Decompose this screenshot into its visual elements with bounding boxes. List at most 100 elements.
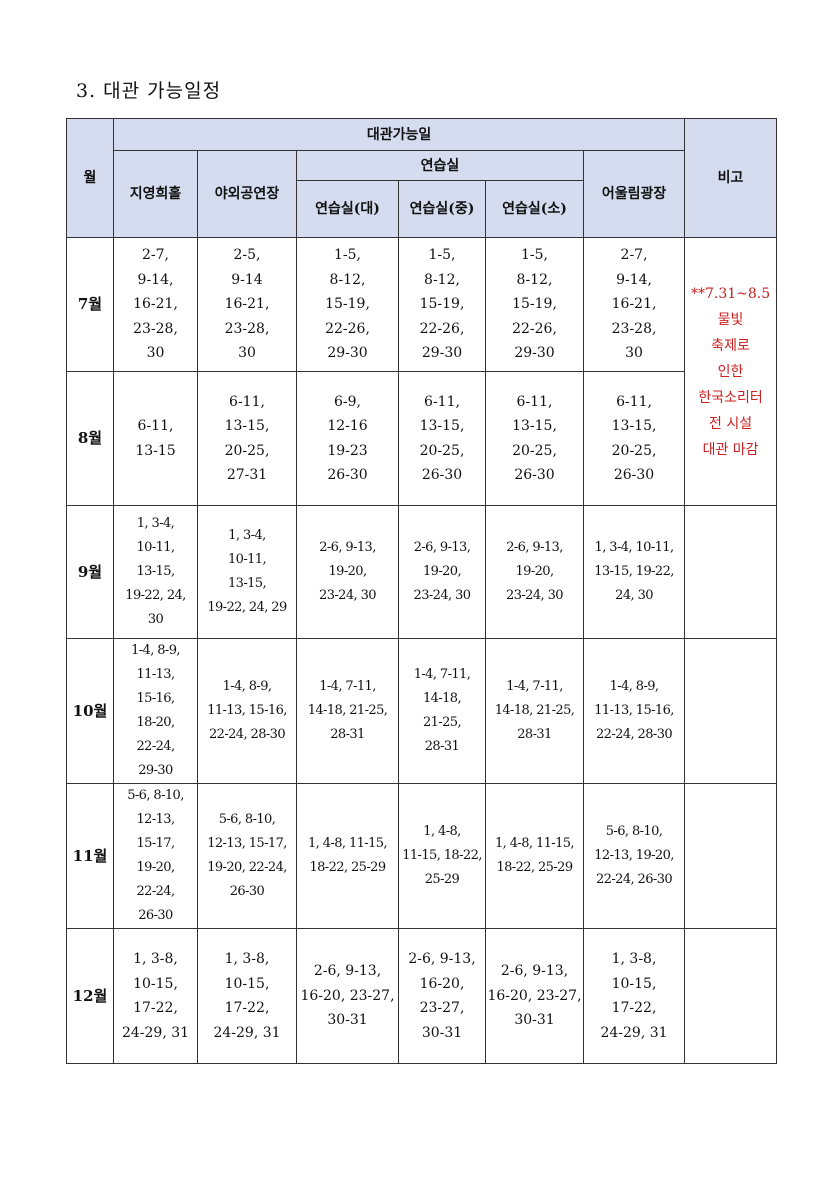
date-text: 5-6, 8-10, 12-13, 19-20, 22-24, 26-30 bbox=[594, 824, 674, 887]
header-practice-medium: 연습실(중) bbox=[398, 180, 486, 238]
section-title: 3. 대관 가능일정 bbox=[76, 80, 222, 102]
date-cell: 1, 3-8, 10-15, 17-22, 24-29, 31 bbox=[197, 928, 297, 1064]
date-text: 6-11, 13-15, 20-25, 26-30 bbox=[419, 393, 465, 484]
date-text: 1, 3-8, 10-15, 17-22, 24-29, 31 bbox=[213, 951, 281, 1041]
table-row: 10월 1-4, 8-9, 11-13, 15-16, 18-20, 22-24… bbox=[66, 638, 778, 784]
month-cell: 7월 bbox=[66, 237, 114, 372]
date-cell: 1, 4-8, 11-15, 18-22, 25-29 bbox=[296, 783, 399, 929]
date-cell: 2-6, 9-13, 16-20, 23-27, 30-31 bbox=[398, 928, 486, 1064]
date-cell: 1, 3-4, 10-11, 13-15, 19-22, 24, 30 bbox=[582, 505, 686, 639]
date-text: 2-5, 9-14 16-21, 23-28, 30 bbox=[224, 247, 270, 362]
date-cell: 6-9, 12-16 19-23 26-30 bbox=[296, 371, 399, 506]
date-cell: 5-6, 8-10, 12-13, 15-17, 19-20, 22-24, 2… bbox=[197, 783, 297, 929]
date-text: 1-5, 8-12, 15-19, 22-26, 29-30 bbox=[512, 247, 557, 362]
date-text: 1, 4-8, 11-15, 18-22, 25-29 bbox=[495, 836, 575, 875]
date-cell: 1-5, 8-12, 15-19, 22-26, 29-30 bbox=[296, 237, 399, 372]
table-row: 7월 2-7, 9-14, 16-21, 23-28, 30 2-5, 9-14… bbox=[66, 237, 778, 506]
date-text: 1, 3-4, 10-11, 13-15, 19-22, 24, 29 bbox=[207, 528, 287, 615]
date-cell: 1, 4-8, 11-15, 18-22, 25-29 bbox=[485, 783, 584, 929]
date-cell: 1-4, 7-11, 14-18, 21-25, 28-31 bbox=[398, 638, 486, 784]
date-text: 2-6, 9-13, 16-20, 23-27, 30-31 bbox=[487, 963, 582, 1029]
date-text: 2-7, 9-14, 16-21, 23-28, 30 bbox=[611, 247, 657, 362]
date-cell: 5-6, 8-10, 12-13, 15-17, 19-20, 22-24, 2… bbox=[113, 783, 198, 929]
month-cell: 8월 bbox=[66, 371, 114, 506]
date-cell: 1-5, 8-12, 15-19, 22-26, 29-30 bbox=[485, 237, 584, 372]
remarks-cell-empty bbox=[684, 505, 778, 639]
date-cell: 1-4, 8-9, 11-13, 15-16, 18-20, 22-24, 29… bbox=[113, 638, 198, 784]
rental-schedule-table: 월 대관가능일 비고 지영희홀 야외공연장 연습실 어울림광장 연습실(대) 연… bbox=[66, 118, 778, 1064]
date-text: 2-6, 9-13, 16-20, 23-27, 30-31 bbox=[300, 963, 395, 1029]
date-text: 5-6, 8-10, 12-13, 15-17, 19-20, 22-24, 2… bbox=[207, 812, 287, 899]
date-text: 6-11, 13-15, 20-25, 27-31 bbox=[224, 393, 270, 484]
date-text: 6-9, 12-16 19-23 26-30 bbox=[327, 393, 368, 484]
date-cell: 6-11, 13-15, 20-25, 27-31 bbox=[197, 371, 297, 506]
date-text: 1-4, 8-9, 11-13, 15-16, 22-24, 28-30 bbox=[207, 679, 287, 742]
header-row-2: 지영희홀 야외공연장 연습실 어울림광장 bbox=[67, 150, 777, 238]
header-practice-rooms: 연습실 bbox=[296, 150, 584, 181]
month-cell: 11월 bbox=[66, 783, 114, 929]
date-cell: 2-6, 9-13, 19-20, 23-24, 30 bbox=[296, 505, 399, 639]
date-text: 1-4, 7-11, 14-18, 21-25, 28-31 bbox=[413, 667, 471, 754]
date-cell: 1-5, 8-12, 15-19, 22-26, 29-30 bbox=[398, 237, 486, 372]
date-cell: 6-11, 13-15, 20-25, 26-30 bbox=[398, 371, 486, 506]
remarks-cell: **7.31~8.5 물빛 축제로 인한 한국소리터 전 시설 대관 마감 bbox=[684, 237, 778, 506]
table-row: 12월 1, 3-8, 10-15, 17-22, 24-29, 31 1, 3… bbox=[66, 928, 778, 1064]
header-venue-plaza: 어울림광장 bbox=[582, 150, 686, 238]
table-row: 11월 5-6, 8-10, 12-13, 15-17, 19-20, 22-2… bbox=[66, 783, 778, 929]
date-text: 1, 4-8, 11-15, 18-22, 25-29 bbox=[402, 824, 482, 887]
date-cell: 1-4, 8-9, 11-13, 15-16, 22-24, 28-30 bbox=[197, 638, 297, 784]
date-cell: 1, 4-8, 11-15, 18-22, 25-29 bbox=[398, 783, 486, 929]
date-text: 6-11, 13-15, 20-25, 26-30 bbox=[611, 393, 657, 484]
remarks-cell-empty bbox=[684, 638, 778, 784]
date-text: 2-6, 9-13, 19-20, 23-24, 30 bbox=[319, 540, 376, 603]
remarks-cell-empty bbox=[684, 783, 778, 929]
date-text: 6-11, 13-15 bbox=[135, 418, 176, 459]
date-cell: 6-11, 13-15, 20-25, 26-30 bbox=[485, 371, 584, 506]
date-cell: 6-11, 13-15 bbox=[113, 371, 198, 506]
header-row-1: 월 대관가능일 비고 bbox=[66, 118, 778, 238]
table-row: 9월 1, 3-4, 10-11, 13-15, 19-22, 24, 30 1… bbox=[66, 505, 778, 639]
date-text: 1-5, 8-12, 15-19, 22-26, 29-30 bbox=[419, 247, 465, 362]
header-venue-outdoor-stage: 야외공연장 bbox=[197, 150, 297, 238]
date-text: 1, 3-8, 10-15, 17-22, 24-29, 31 bbox=[600, 951, 668, 1041]
date-cell: 2-6, 9-13, 19-20, 23-24, 30 bbox=[398, 505, 486, 639]
date-cell: 1-4, 8-9, 11-13, 15-16, 22-24, 28-30 bbox=[582, 638, 686, 784]
month-cell: 9월 bbox=[66, 505, 114, 639]
date-cell: 2-7, 9-14, 16-21, 23-28, 30 bbox=[582, 237, 686, 372]
date-cell: 1-4, 7-11, 14-18, 21-25, 28-31 bbox=[485, 638, 584, 784]
date-cell: 2-7, 9-14, 16-21, 23-28, 30 bbox=[113, 237, 198, 372]
header-venue-jiyounghee-hall: 지영희홀 bbox=[113, 150, 198, 238]
date-cell: 1, 3-4, 10-11, 13-15, 19-22, 24, 29 bbox=[197, 505, 297, 639]
date-cell: 2-6, 9-13, 16-20, 23-27, 30-31 bbox=[485, 928, 584, 1064]
header-row-3: 연습실(대) 연습실(중) 연습실(소) bbox=[67, 180, 777, 238]
date-text: 1-4, 8-9, 11-13, 15-16, 18-20, 22-24, 29… bbox=[131, 643, 180, 778]
date-cell: 2-6, 9-13, 16-20, 23-27, 30-31 bbox=[296, 928, 399, 1064]
header-practice-large: 연습실(대) bbox=[296, 180, 399, 238]
date-text: 1, 4-8, 11-15, 18-22, 25-29 bbox=[308, 836, 388, 875]
header-practice-small: 연습실(소) bbox=[485, 180, 584, 238]
header-available-days: 대관가능일 bbox=[112, 118, 686, 151]
month-cell: 10월 bbox=[66, 638, 114, 784]
month-cell: 12월 bbox=[66, 928, 114, 1064]
date-cell: 2-6, 9-13, 19-20, 23-24, 30 bbox=[485, 505, 584, 639]
header-month: 월 bbox=[66, 118, 114, 238]
date-text: 2-6, 9-13, 19-20, 23-24, 30 bbox=[413, 540, 471, 603]
remark-note: **7.31~8.5 물빛 축제로 인한 한국소리터 전 시설 대관 마감 bbox=[690, 285, 771, 458]
date-text: 2-6, 9-13, 16-20, 23-27, 30-31 bbox=[408, 951, 476, 1041]
header-remarks: 비고 bbox=[684, 118, 778, 238]
date-text: 5-6, 8-10, 12-13, 15-17, 19-20, 22-24, 2… bbox=[127, 788, 184, 923]
date-cell: 1-4, 7-11, 14-18, 21-25, 28-31 bbox=[296, 638, 399, 784]
date-text: 2-7, 9-14, 16-21, 23-28, 30 bbox=[133, 247, 178, 362]
date-text: 6-11, 13-15, 20-25, 26-30 bbox=[512, 393, 557, 484]
date-text: 1-4, 7-11, 14-18, 21-25, 28-31 bbox=[307, 679, 388, 742]
table-row: 8월 6-11, 13-15 6-11, 13-15, 20-25, 27-31… bbox=[66, 371, 777, 506]
remarks-cell-empty bbox=[684, 928, 778, 1064]
date-text: 1-4, 7-11, 14-18, 21-25, 28-31 bbox=[494, 679, 575, 742]
date-cell: 6-11, 13-15, 20-25, 26-30 bbox=[582, 371, 686, 506]
date-text: 1-5, 8-12, 15-19, 22-26, 29-30 bbox=[325, 247, 370, 362]
date-cell: 2-5, 9-14 16-21, 23-28, 30 bbox=[197, 237, 297, 372]
date-text: 1-4, 8-9, 11-13, 15-16, 22-24, 28-30 bbox=[594, 679, 674, 742]
date-text: 2-6, 9-13, 19-20, 23-24, 30 bbox=[506, 540, 563, 603]
date-cell: 1, 3-4, 10-11, 13-15, 19-22, 24, 30 bbox=[113, 505, 198, 639]
date-text: 1, 3-4, 10-11, 13-15, 19-22, 24, 30 bbox=[594, 540, 674, 603]
